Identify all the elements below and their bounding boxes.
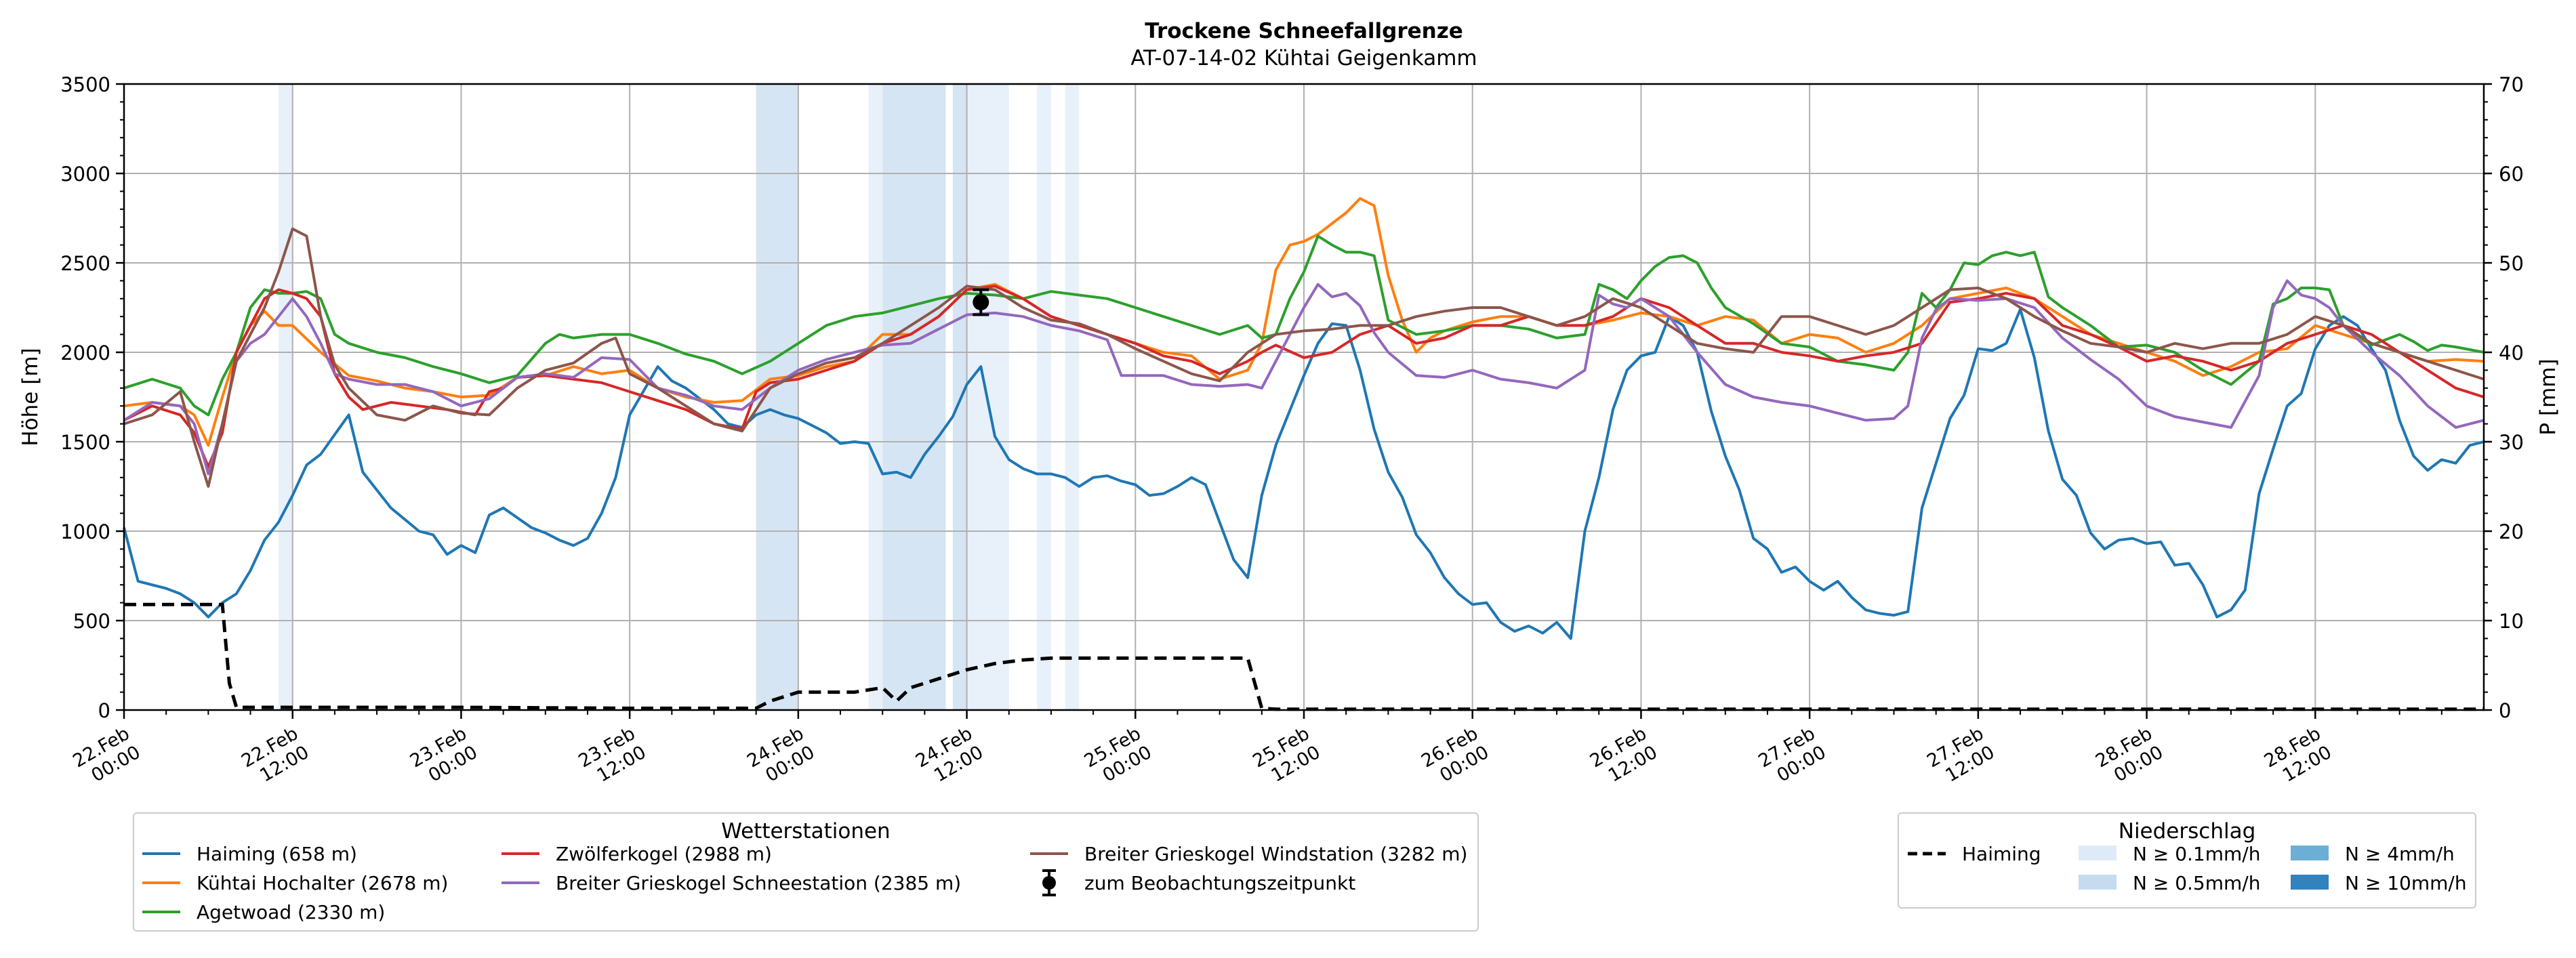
precip-band [756,84,798,710]
y-tick-label-left: 1500 [60,431,110,454]
legend-label: Agetwoad (2330 m) [197,901,385,923]
y-tick-label-right: 50 [2499,252,2524,275]
y-tick-label-left: 0 [98,699,110,722]
x-tick-label: 22.Feb00:00 [69,723,144,791]
x-tick-label: 27.Feb12:00 [1923,723,1998,791]
observation-marker [973,288,989,316]
precip-band [981,84,1009,710]
x-tick-label: 25.Feb12:00 [1249,723,1324,791]
station-series [123,197,2485,640]
x-tick-label: 22.Feb12:00 [238,723,312,791]
y-tick-label-right: 70 [2499,73,2524,96]
x-tick-label: 24.Feb00:00 [743,723,818,791]
legend-precip-patch [2079,875,2117,890]
legend-precip-patch [2079,846,2117,860]
y-tick-label-right: 10 [2499,610,2524,633]
y-tick-label-left: 3500 [60,73,110,96]
y-tick-label-right: 30 [2499,431,2524,454]
precip-band [868,84,883,710]
legend-precip-items: Haiming N ≥ 0.1mm/h N ≥ 0.5mm/h N ≥ 4mm/h N … [1908,843,2467,894]
x-tick-label: 26.Feb12:00 [1587,723,1661,791]
y-tick-label-left: 2000 [60,341,110,365]
series-line [123,234,2485,417]
precip-band [278,84,293,710]
y-tick-label-left: 3000 [60,163,110,186]
precip-band [882,84,946,710]
y-tick-label-left: 500 [73,610,110,633]
precip-line-haiming [124,602,2484,711]
x-tick-label: 23.Feb12:00 [575,723,650,791]
legend-stations-frame [133,812,1479,932]
legend-label: Kühtai Hochalter (2678 m) [197,872,448,894]
legend-precip: Niederschlag Haiming N ≥ 0.1mm/h N ≥ 0.5mm… [1898,812,2476,909]
y-tick-label-right: 0 [2499,699,2511,722]
legend-stations: Wetterstationen Haiming (658 m) Kühtai Ho… [133,812,1479,932]
y-tick-label-right: 40 [2499,341,2524,365]
y-tick-label-right: 20 [2499,520,2524,543]
series-line [123,227,2485,488]
legend-precip-frame [1898,812,2476,909]
x-tick-label: 28.Feb00:00 [2092,723,2167,791]
legend-label: Breiter Grieskogel Windstation (3282 m) [1084,843,1467,865]
x-tick-label: 23.Feb00:00 [407,723,481,791]
observation-point [973,294,989,311]
precipitation-bands [278,84,1080,710]
legend-label: N ≥ 0.5mm/h [2133,872,2260,894]
legend-label: N ≥ 0.1mm/h [2133,843,2260,865]
x-tick-label: 26.Feb00:00 [1418,723,1492,791]
chart-subtitle: AT-07-14-02 Kühtai Geigenkamm [1130,46,1477,70]
legend-stations-items: Haiming (658 m) Kühtai Hochalter (2678 m)… [142,843,1467,923]
precip-band [1065,84,1080,710]
grid-lines [123,83,2484,711]
x-tick-label: 25.Feb00:00 [1081,723,1156,791]
legend-label: Zwölferkogel (2988 m) [556,843,772,865]
x-tick-label: 24.Feb12:00 [912,723,987,791]
y-tick-label-right: 60 [2499,163,2524,186]
legend-label: Haiming [1962,843,2041,865]
precip-band [1037,84,1051,710]
axes: 0 500 1000 1500 2000 2500 3000 3500 0 10 20 30 40 50 6… [60,73,2524,791]
y-tick-label-left: 2500 [60,252,110,275]
y-axis-label-right: P [mm] [2536,358,2560,435]
series-line [123,279,2485,476]
precip-band [952,84,967,710]
legend-label: N ≥ 10mm/h [2345,872,2467,894]
legend-stations-title: Wetterstationen [721,819,890,844]
x-tick-label: 28.Feb12:00 [2261,723,2335,791]
legend-label: N ≥ 4mm/h [2345,843,2455,865]
y-tick-label-left: 1000 [60,520,110,543]
y-axis-label-left: Höhe [m] [18,348,43,446]
series-line [123,308,2485,640]
legend-precip-patch [2291,875,2329,890]
legend-label: zum Beobachtungszeitpunkt [1084,872,1355,894]
precipitation-series [124,602,2484,711]
x-tick-label: 27.Feb00:00 [1755,723,1830,791]
legend-label: Breiter Grieskogel Schneestation (2385 m… [556,872,961,894]
chart-title: Trockene Schneefallgrenze [1145,19,1463,43]
legend-precip-patch [2291,846,2329,860]
precip-band [966,84,981,710]
legend-errorbar-point [1042,876,1056,890]
series-line [123,285,2485,468]
legend-precip-title: Niederschlag [2119,819,2256,844]
legend-label: Haiming (658 m) [197,843,357,865]
